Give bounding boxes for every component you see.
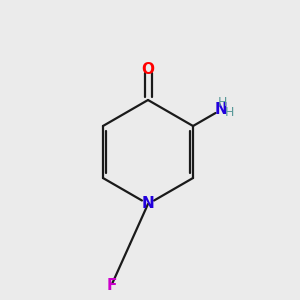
Text: H: H: [225, 106, 234, 119]
Text: F: F: [107, 278, 117, 293]
Text: H: H: [218, 95, 227, 109]
Text: N: N: [214, 103, 227, 118]
Text: N: N: [142, 196, 154, 211]
Text: O: O: [142, 62, 154, 77]
